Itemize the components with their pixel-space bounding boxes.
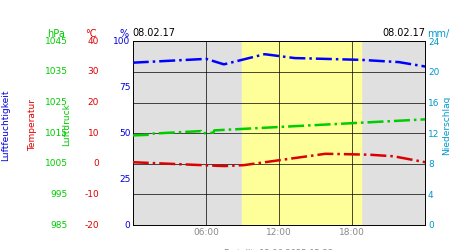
Text: 100: 100 bbox=[113, 37, 130, 46]
Text: 20: 20 bbox=[88, 98, 99, 107]
Text: 08.02.17: 08.02.17 bbox=[133, 28, 176, 38]
Text: 1045: 1045 bbox=[45, 37, 68, 46]
Text: 30: 30 bbox=[87, 67, 99, 76]
Text: 0: 0 bbox=[93, 159, 99, 168]
Text: -20: -20 bbox=[84, 220, 99, 230]
Text: Niederschlag: Niederschlag bbox=[442, 95, 450, 155]
Text: 1025: 1025 bbox=[45, 98, 68, 107]
Text: Temperatur: Temperatur bbox=[28, 99, 37, 151]
Bar bbox=[243, 41, 361, 225]
Text: 40: 40 bbox=[88, 37, 99, 46]
Text: -10: -10 bbox=[84, 190, 99, 199]
Text: 1015: 1015 bbox=[45, 128, 68, 138]
Text: 08.02.17: 08.02.17 bbox=[382, 28, 425, 38]
Text: 50: 50 bbox=[119, 128, 130, 138]
Text: Luftfeuchtigkeit: Luftfeuchtigkeit bbox=[1, 89, 10, 161]
Text: 985: 985 bbox=[50, 220, 68, 230]
Text: %: % bbox=[119, 29, 128, 39]
Text: 0: 0 bbox=[125, 220, 130, 230]
Text: Luftdruck: Luftdruck bbox=[62, 104, 71, 146]
Text: °C: °C bbox=[85, 29, 97, 39]
Text: mm/h: mm/h bbox=[428, 29, 450, 39]
Text: 1005: 1005 bbox=[45, 159, 68, 168]
Text: 10: 10 bbox=[87, 128, 99, 138]
Text: hPa: hPa bbox=[47, 29, 65, 39]
Text: 75: 75 bbox=[119, 83, 130, 92]
Text: 995: 995 bbox=[50, 190, 68, 199]
Text: 25: 25 bbox=[119, 174, 130, 184]
Text: 1035: 1035 bbox=[45, 67, 68, 76]
Text: Erstellt: 03.06.2025 05:33: Erstellt: 03.06.2025 05:33 bbox=[225, 249, 333, 250]
